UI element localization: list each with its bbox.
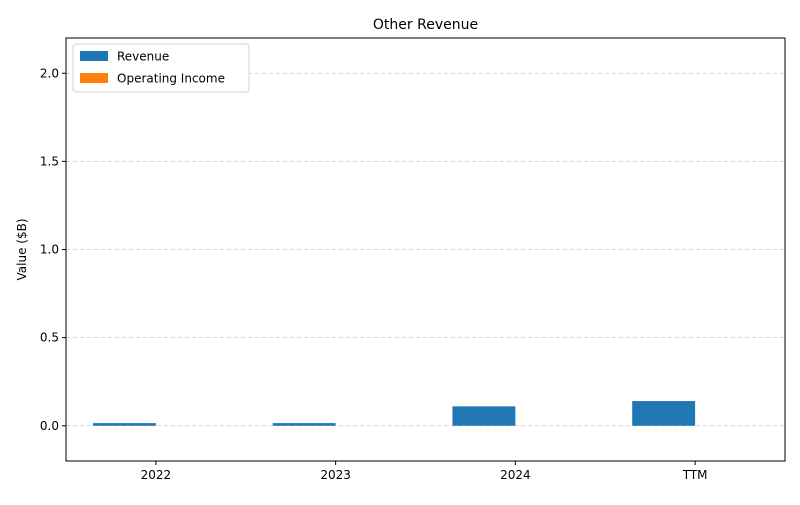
x-tick-label: 2024 [500, 468, 531, 482]
x-tick-label: 2022 [141, 468, 172, 482]
bar-revenue [632, 401, 696, 426]
legend-label: Operating Income [117, 72, 225, 86]
legend: Revenue Operating Income [72, 43, 250, 93]
x-tick-label: 2023 [320, 468, 351, 482]
y-axis-label: Value ($B) [15, 219, 29, 281]
x-tick-label: TTM [682, 468, 708, 482]
y-tick-label: 2.0 [40, 66, 59, 80]
bar-revenue [452, 406, 516, 426]
bars [92, 401, 696, 426]
bar-revenue [272, 423, 336, 426]
legend-box [72, 43, 250, 93]
x-axis: 2022 2023 2024 TTM [141, 461, 708, 482]
legend-label: Revenue [117, 50, 169, 64]
legend-swatch [80, 73, 108, 83]
y-tick-label: 1.5 [40, 154, 59, 168]
y-tick-label: 0.5 [40, 331, 59, 345]
legend-swatch [80, 51, 108, 61]
bar-revenue [92, 423, 156, 426]
grid-lines [66, 72, 785, 427]
y-tick-label: 0.0 [40, 419, 59, 433]
y-axis: 0.0 0.5 1.0 1.5 2.0 [40, 66, 66, 433]
chart-title: Other Revenue [373, 17, 478, 33]
y-tick-label: 1.0 [40, 243, 59, 257]
